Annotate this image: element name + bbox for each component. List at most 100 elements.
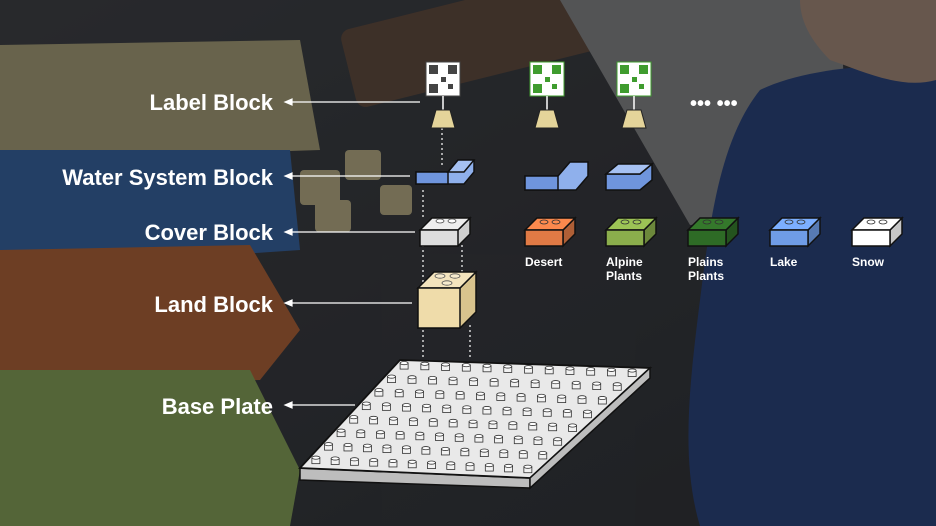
blue-bricks-bag	[0, 150, 300, 270]
loose-brick	[300, 170, 340, 205]
plate-stud	[565, 366, 575, 375]
plate-stud	[408, 417, 418, 426]
plate-stud	[482, 363, 492, 373]
plate-stud	[435, 432, 444, 441]
plate-stud	[399, 361, 409, 370]
plate-stud	[592, 381, 602, 390]
plate-stud	[415, 431, 425, 441]
water-block-3	[603, 162, 655, 191]
plate-stud	[533, 436, 543, 445]
plate-stud	[528, 421, 538, 431]
cover-block-label: Cover Block	[145, 220, 274, 245]
loose-brick	[315, 200, 351, 232]
plate-stud	[448, 418, 458, 428]
plate-stud	[538, 450, 548, 460]
arrowhead	[283, 172, 293, 180]
phone-photo	[341, 0, 609, 107]
plate-stud	[395, 430, 405, 440]
plate-stud	[349, 415, 359, 424]
water-system-block-label: Water System Block	[62, 165, 273, 190]
plate-stud	[448, 376, 458, 386]
plate-stud	[435, 390, 445, 399]
plate-stud	[402, 403, 411, 412]
plate-stud	[389, 416, 398, 426]
plate-stud	[455, 390, 465, 400]
plate-stud	[522, 407, 532, 416]
plate-stud	[394, 388, 404, 398]
plate-stud	[518, 450, 528, 459]
plate-stud	[446, 461, 456, 470]
arrowhead	[283, 401, 293, 409]
plate-stud	[548, 422, 558, 432]
plate-stud	[607, 367, 616, 377]
plate-stud	[479, 448, 489, 457]
plate-stud	[484, 463, 494, 472]
plate-stud	[402, 445, 411, 454]
green-bricks-bag	[0, 370, 300, 526]
plate-stud	[421, 446, 431, 455]
plate-stud	[494, 434, 503, 444]
plate-stud	[513, 435, 523, 445]
plate-stud	[461, 363, 471, 372]
plate-stud	[415, 389, 424, 398]
arrowhead	[283, 299, 293, 307]
plate-stud	[577, 395, 587, 404]
land-block	[416, 270, 478, 329]
plate-stud	[382, 402, 391, 411]
plate-stud	[388, 458, 398, 468]
plate-stud	[311, 455, 321, 465]
loose-brick	[345, 150, 381, 180]
plate-stud	[374, 388, 384, 397]
plate-stud	[482, 406, 492, 415]
more-ellipsis: ••• •••	[690, 93, 738, 115]
base-plate-label: Base Plate	[162, 394, 273, 419]
land-block-label: Land Block	[154, 292, 273, 317]
plate-stud	[468, 419, 478, 429]
plate-stud	[502, 406, 512, 416]
plate-stud	[336, 428, 346, 438]
plate-stud	[407, 459, 417, 469]
plate-stud	[465, 462, 475, 471]
plate-stud	[376, 430, 385, 439]
plate-stud	[583, 409, 592, 419]
plate-stud	[324, 442, 333, 451]
plate-stud	[597, 396, 607, 405]
cover-label-line2: Plants	[688, 269, 724, 283]
pointer-arrows	[283, 98, 420, 409]
cover-block-snow: Snow	[850, 216, 904, 269]
plate-stud	[530, 379, 540, 388]
plate-stud	[407, 375, 417, 384]
plate-stud	[474, 434, 484, 443]
base-plate-studs	[311, 361, 637, 474]
plate-stud	[503, 364, 513, 373]
plate-stud	[441, 362, 450, 371]
yellow-bricks-bag	[0, 40, 320, 160]
label-block-label: Label Block	[150, 90, 274, 115]
plate-stud	[489, 378, 499, 387]
qr-label-block-green-1	[529, 61, 565, 129]
qr-label-block-main	[425, 61, 461, 129]
plate-stud	[586, 367, 596, 376]
cover-label: Desert	[525, 255, 562, 269]
cover-label: Alpine	[606, 255, 643, 269]
water-block-2	[524, 161, 589, 191]
cover-block-desert: Desert	[523, 216, 577, 269]
plate-stud	[440, 446, 450, 456]
cover-label: Plains	[688, 255, 724, 269]
plate-stud	[361, 401, 371, 411]
stack-guides	[422, 128, 471, 360]
plate-stud	[382, 444, 392, 453]
orange-bricks-bag	[0, 245, 300, 385]
plate-stud	[516, 393, 526, 402]
plate-stud	[571, 380, 581, 390]
plate-stud	[508, 421, 518, 430]
plate-stud	[551, 380, 561, 389]
plate-stud	[627, 368, 637, 377]
plate-stud	[454, 433, 464, 442]
cover-block-lake: Lake	[768, 216, 822, 269]
arrowhead	[283, 98, 293, 106]
